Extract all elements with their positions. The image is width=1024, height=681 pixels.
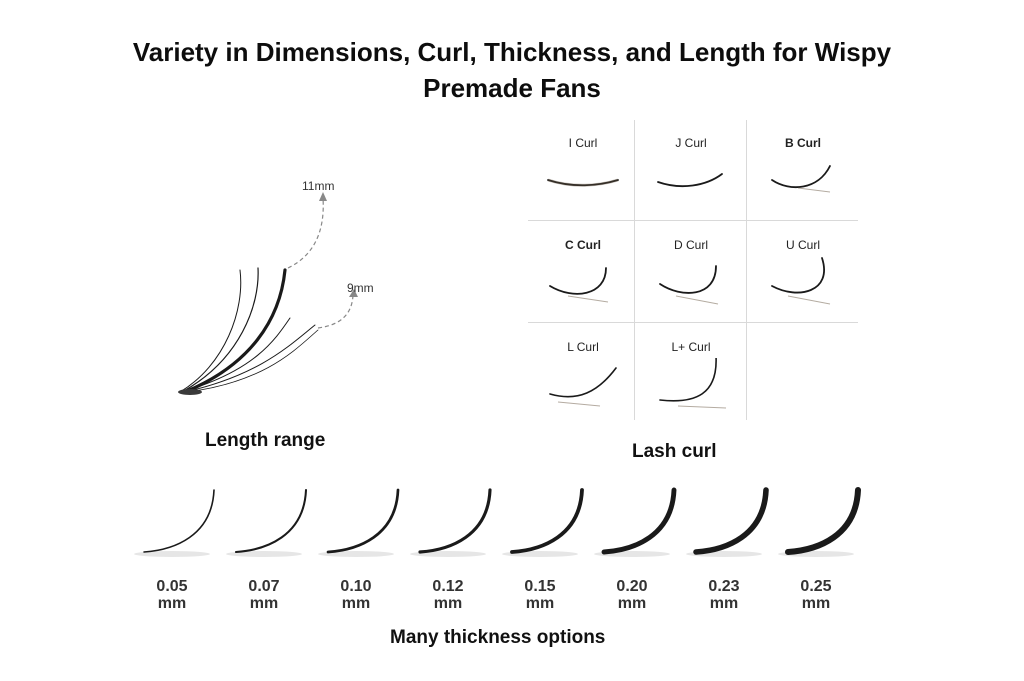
- grid-divider: [528, 322, 858, 323]
- title-line-2: Premade Fans: [423, 73, 601, 103]
- curl-cell-d: D Curl: [636, 222, 746, 324]
- fan-lash-strand: [186, 329, 319, 393]
- thickness-unit: mm: [249, 595, 279, 612]
- thickness-lash: [601, 487, 677, 555]
- curl-lash-l-plus: [659, 358, 717, 402]
- fan-lash-strand: [184, 324, 316, 393]
- thickness-unit: mm: [617, 595, 647, 612]
- thickness-lash-shadow: [318, 551, 394, 557]
- curl-lash-l: [549, 367, 617, 398]
- curl-cell-j: J Curl: [636, 120, 746, 222]
- thickness-lash: [418, 488, 492, 554]
- curl-cell-l: L Curl: [528, 324, 638, 426]
- length-min-label: 9mm: [347, 281, 374, 295]
- curl-lash-i: [547, 179, 619, 187]
- thickness-lashes: [134, 487, 861, 557]
- fan-lash-strand: [179, 269, 242, 393]
- fan-lash-strand: [183, 268, 287, 394]
- thickness-lash: [785, 487, 861, 555]
- thickness-lash-shadow: [134, 551, 210, 557]
- thickness-option-label: 0.25 mm: [786, 578, 846, 612]
- arrow-11mm: [287, 197, 324, 269]
- curl-grid: I Curl J Curl B Curl C Curl D Curl U Cur…: [528, 120, 858, 420]
- curl-label: C Curl: [565, 238, 601, 252]
- thickness-unit: mm: [433, 595, 463, 612]
- curl-lash-c: [549, 267, 607, 295]
- length-max-label: 11mm: [302, 179, 335, 193]
- thickness-lash: [510, 488, 584, 554]
- curl-label: L+ Curl: [671, 340, 711, 354]
- curl-lash-u: [771, 257, 825, 294]
- lash-curl-label: Lash curl: [632, 441, 717, 462]
- grid-divider: [634, 120, 635, 420]
- curl-label: U Curl: [785, 238, 820, 252]
- thickness-value: 0.07: [248, 578, 280, 595]
- curl-lash-d: [659, 265, 717, 294]
- page-title: Variety in Dimensions, Curl, Thickness, …: [0, 34, 1024, 106]
- arrow-head-11mm: [319, 192, 327, 201]
- thickness-option-label: 0.23 mm: [694, 578, 754, 612]
- grid-divider: [528, 220, 858, 221]
- fan-lash-strand: [181, 267, 259, 393]
- curl-cell-l-plus: L+ Curl: [636, 324, 746, 426]
- curl-cell-b: B Curl: [748, 120, 858, 222]
- thickness-lash: [693, 487, 769, 555]
- thickness-lash: [326, 488, 400, 554]
- thickness-value: 0.23: [708, 578, 740, 595]
- curl-cell-i: I Curl: [528, 120, 638, 222]
- thickness-option-label: 0.12 mm: [418, 578, 478, 612]
- curl-lash-j: [657, 173, 723, 188]
- fan-base: [178, 389, 202, 395]
- thickness-option-label: 0.20 mm: [602, 578, 662, 612]
- arrow-9mm: [317, 294, 354, 329]
- curl-lash-b: [771, 165, 831, 188]
- thickness-value: 0.10: [340, 578, 372, 595]
- lash-fan-illustration: [178, 192, 358, 395]
- grid-divider: [746, 120, 747, 420]
- thickness-option-label: 0.10 mm: [326, 578, 386, 612]
- curl-cell-c: C Curl: [528, 222, 638, 324]
- curl-label: L Curl: [567, 340, 599, 354]
- curl-label: J Curl: [675, 136, 707, 150]
- arrow-head-9mm: [349, 289, 358, 297]
- thickness-unit: mm: [525, 595, 555, 612]
- thickness-unit: mm: [709, 595, 739, 612]
- curl-label: D Curl: [673, 238, 708, 252]
- thickness-options-label: Many thickness options: [390, 627, 606, 648]
- thickness-value: 0.12: [432, 578, 464, 595]
- thickness-unit: mm: [157, 595, 187, 612]
- thickness-lash: [143, 489, 215, 553]
- title-line-1: Variety in Dimensions, Curl, Thickness, …: [132, 37, 892, 67]
- thickness-lash-shadow: [226, 551, 302, 557]
- thickness-value: 0.20: [616, 578, 648, 595]
- thickness-option-label: 0.05 mm: [142, 578, 202, 612]
- length-range-label: Length range: [205, 430, 326, 451]
- curl-label: I Curl: [568, 136, 598, 150]
- curl-label: B Curl: [785, 136, 821, 150]
- thickness-lash: [234, 488, 308, 554]
- thickness-unit: mm: [801, 595, 831, 612]
- thickness-value: 0.25: [800, 578, 832, 595]
- thickness-option-label: 0.15 mm: [510, 578, 570, 612]
- thickness-unit: mm: [341, 595, 371, 612]
- thickness-option-label: 0.07 mm: [234, 578, 294, 612]
- thickness-value: 0.15: [524, 578, 556, 595]
- fan-lash-strand: [184, 317, 291, 392]
- curl-cell-u: U Curl: [748, 222, 858, 324]
- thickness-value: 0.05: [156, 578, 188, 595]
